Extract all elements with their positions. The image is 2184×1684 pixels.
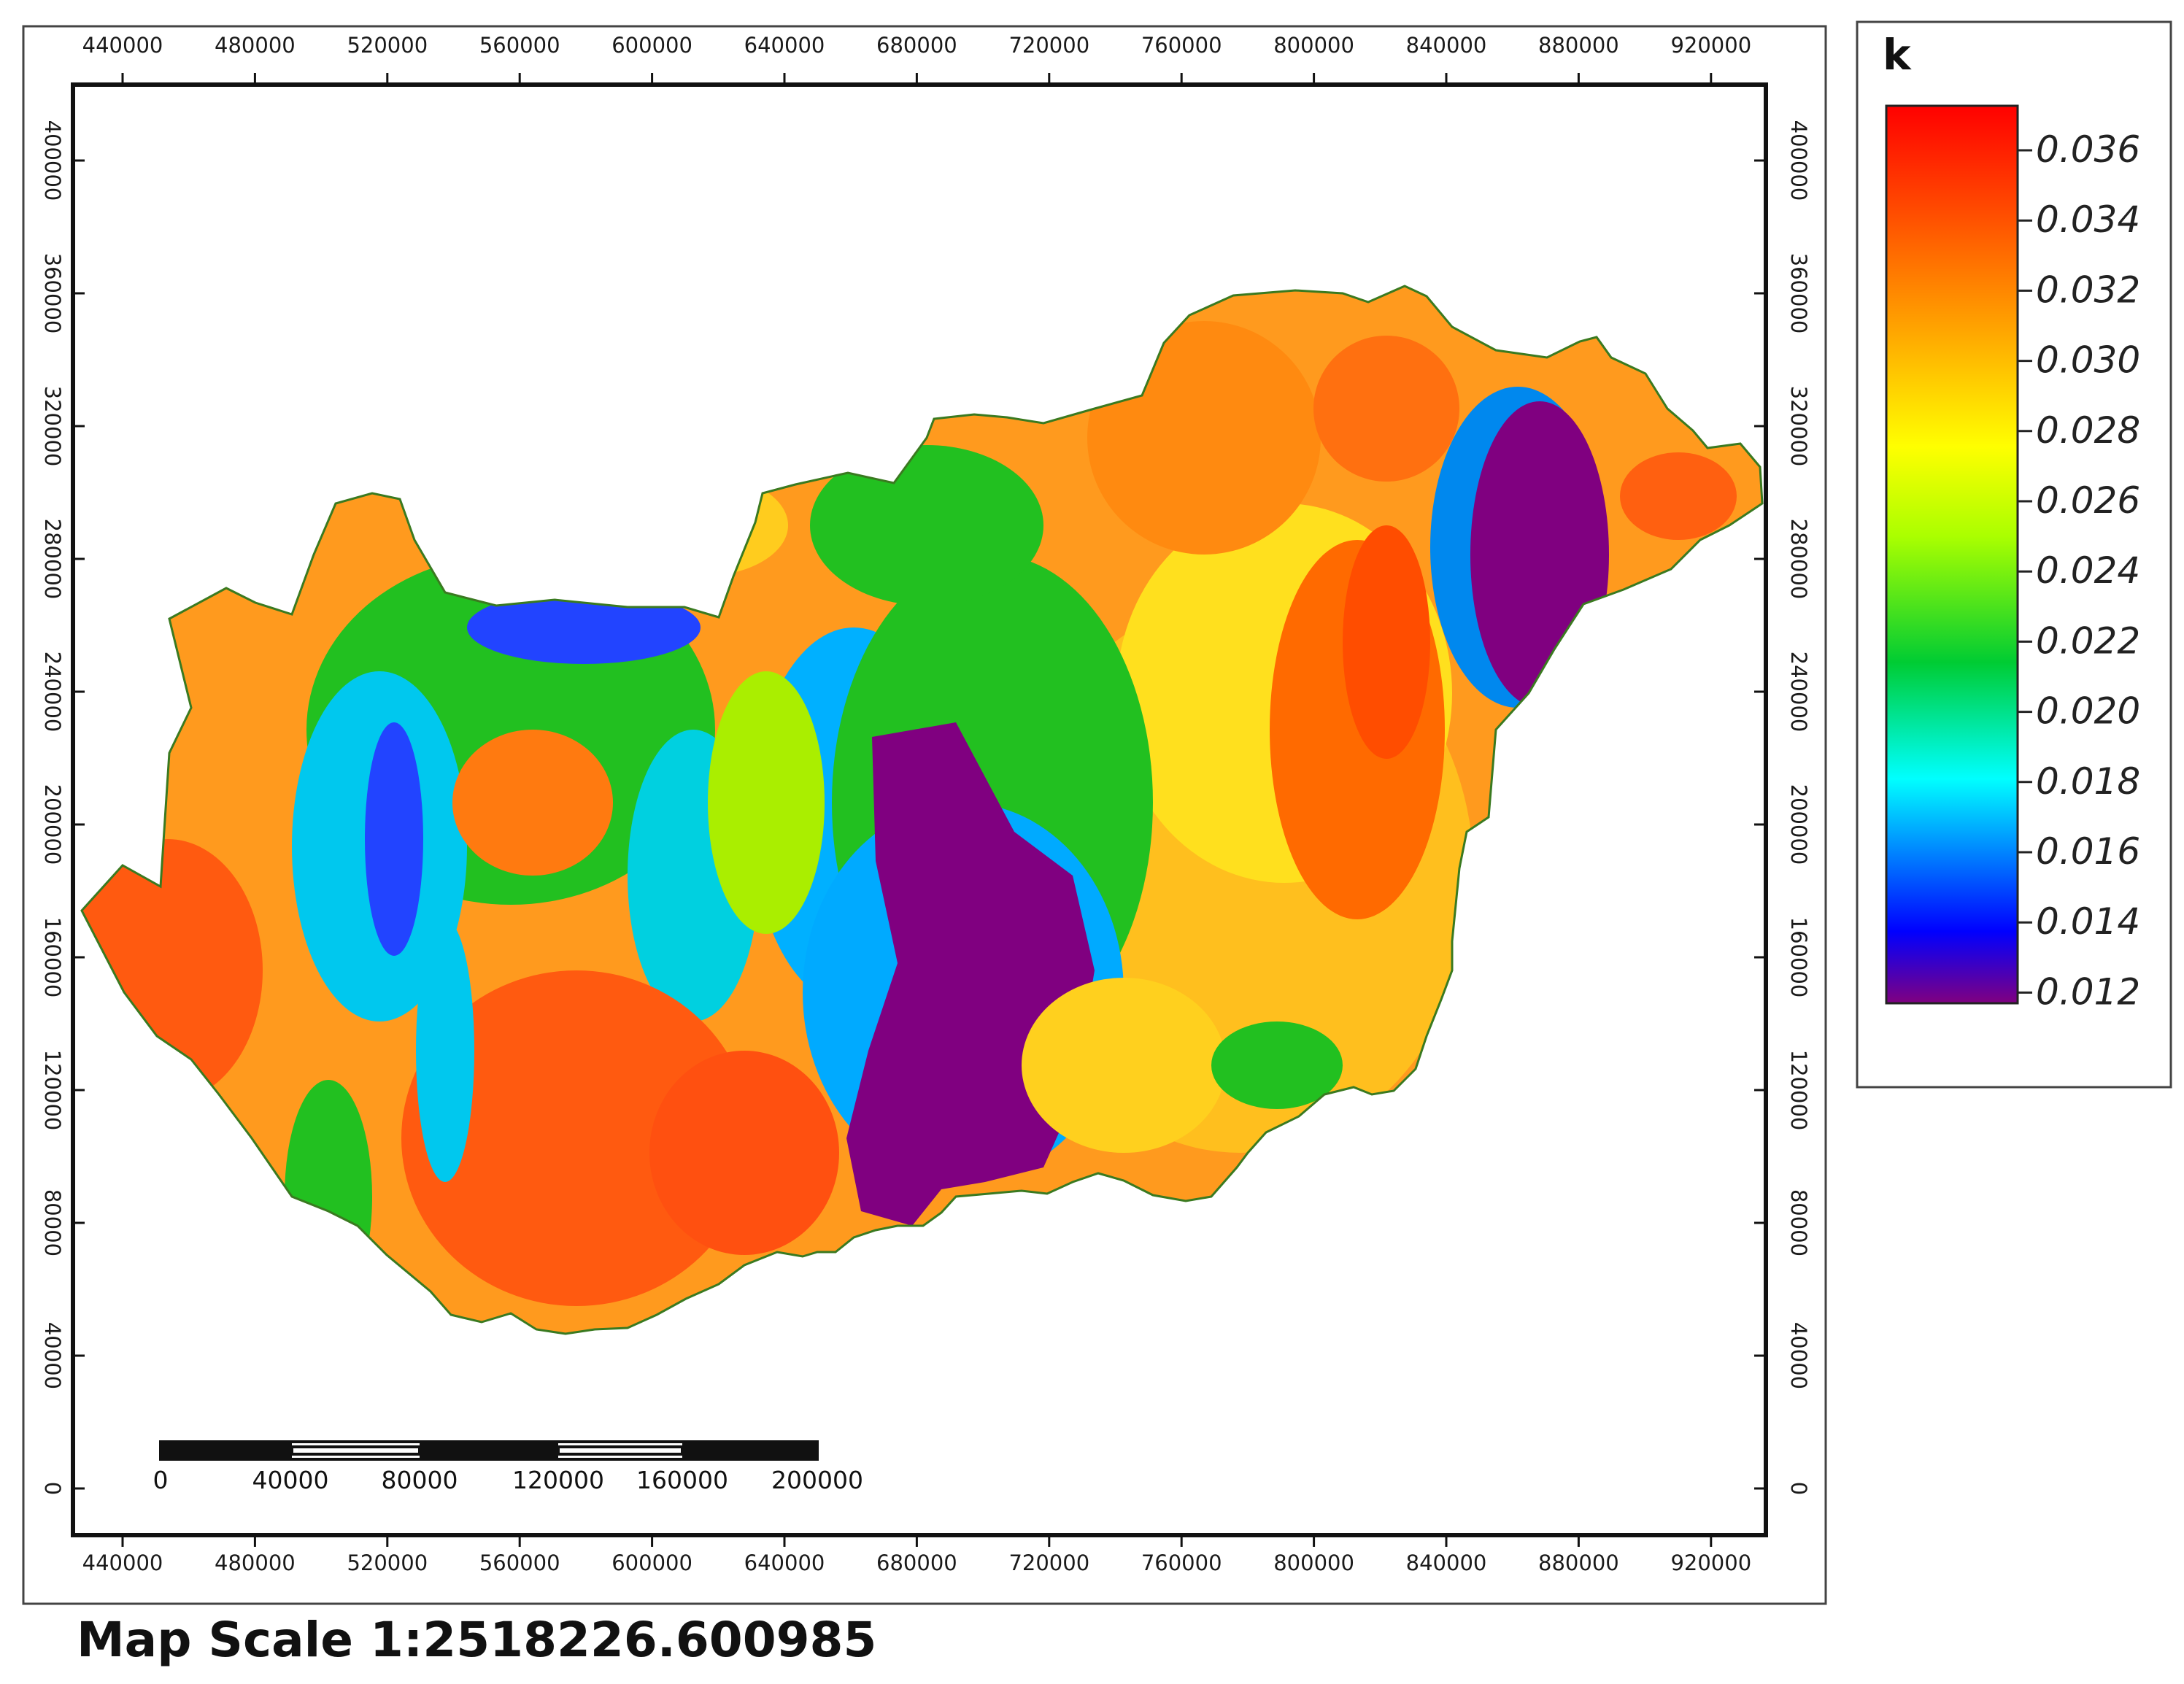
y-tick-label: 200000 xyxy=(40,784,65,865)
x-tick-label: 880000 xyxy=(1538,33,1619,58)
y-tick-label: 160000 xyxy=(40,917,65,998)
x-tick-label: 600000 xyxy=(611,1550,692,1575)
x-tick-label: 880000 xyxy=(1538,1550,1619,1575)
x-tick-label: 720000 xyxy=(1008,33,1089,58)
scale-bar-segment xyxy=(420,1442,558,1459)
x-tick-label: 600000 xyxy=(611,33,692,58)
y-axis-left: 0 40000 80000 120000 160000 200000 240000 28000… xyxy=(40,120,85,1495)
y-tick-label: 200000 xyxy=(1786,784,1811,865)
legend-labels: 0.036 0.034 0.032 0.030 0.028 0.026 0.024 0.022… xyxy=(2018,128,2140,1013)
y-tick-label: 320000 xyxy=(40,386,65,467)
y-tick-label: 40000 xyxy=(40,1322,65,1389)
y-tick-label: 280000 xyxy=(40,519,65,600)
legend-label: 0.014 xyxy=(2036,900,2140,943)
y-axis-right: 0 40000 80000 120000 160000 200000 240000 28000… xyxy=(1754,120,1811,1495)
y-tick-label: 240000 xyxy=(40,652,65,733)
y-tick-label: 120000 xyxy=(1786,1050,1811,1131)
legend-label: 0.022 xyxy=(2036,619,2140,662)
x-axis-top: 440000 480000 520000 560000 600000 640000 6800… xyxy=(82,33,1751,85)
y-tick-label: 360000 xyxy=(1786,253,1811,334)
x-axis-bottom: 440000 480000 520000 560000 600000 640000 6800… xyxy=(82,1535,1751,1575)
x-tick-label: 920000 xyxy=(1670,33,1751,58)
legend-label: 0.012 xyxy=(2036,970,2140,1013)
legend-label: 0.026 xyxy=(2036,479,2140,522)
scale-bar-segment xyxy=(161,1442,292,1459)
x-tick-label: 840000 xyxy=(1406,33,1487,58)
scale-bar-label: 120000 xyxy=(512,1466,604,1494)
scale-bar-outline xyxy=(159,1440,819,1461)
x-tick-label: 680000 xyxy=(876,1550,957,1575)
x-tick-label: 760000 xyxy=(1141,1550,1222,1575)
legend-label: 0.030 xyxy=(2036,339,2140,382)
x-tick-label: 480000 xyxy=(215,33,296,58)
x-tick-label: 640000 xyxy=(744,1550,825,1575)
scale-bar-labels: 0 40000 80000 120000 160000 200000 xyxy=(153,1466,863,1494)
y-tick-label: 360000 xyxy=(40,253,65,334)
scale-bar-label: 200000 xyxy=(771,1466,863,1494)
x-tick-label: 840000 xyxy=(1406,1550,1487,1575)
y-tick-label: 0 xyxy=(40,1482,65,1495)
x-tick-label: 520000 xyxy=(347,33,428,58)
legend: k 0.0360.0340.0320.0300.0280.0260.0240.0… xyxy=(1856,20,2172,1089)
legend-label: 0.028 xyxy=(2036,409,2140,452)
y-tick-label: 80000 xyxy=(1786,1189,1811,1256)
scale-bar: 0 40000 80000 120000 160000 200000 xyxy=(153,1440,863,1494)
y-tick-label: 400000 xyxy=(1786,120,1811,201)
legend-label: 0.020 xyxy=(2036,690,2140,733)
map-scale-text: Map Scale 1:2518226.600985 xyxy=(77,1612,876,1668)
legend-label: 0.024 xyxy=(2036,549,2140,592)
scale-bar-label: 0 xyxy=(153,1466,169,1494)
x-tick-label: 800000 xyxy=(1273,1550,1354,1575)
y-tick-label: 240000 xyxy=(1786,652,1811,733)
x-tick-label: 560000 xyxy=(479,1550,560,1575)
x-tick-label: 760000 xyxy=(1141,33,1222,58)
legend-label: 0.036 xyxy=(2036,128,2140,171)
scale-bar-label: 160000 xyxy=(636,1466,728,1494)
legend-label: 0.034 xyxy=(2036,198,2140,241)
scale-bar-label: 80000 xyxy=(382,1466,458,1494)
x-tick-label: 800000 xyxy=(1273,33,1354,58)
y-tick-label: 80000 xyxy=(40,1189,65,1256)
hungary-raster-map xyxy=(80,285,1764,1335)
scale-bar-segment xyxy=(682,1442,817,1459)
legend-label: 0.032 xyxy=(2036,269,2140,311)
scale-bar-segment xyxy=(290,1445,421,1456)
legend-title: k xyxy=(1883,30,1912,80)
x-tick-label: 440000 xyxy=(82,1550,163,1575)
x-tick-label: 440000 xyxy=(82,33,163,58)
x-tick-label: 520000 xyxy=(347,1550,428,1575)
x-tick-label: 640000 xyxy=(744,33,825,58)
scale-bar-segment xyxy=(557,1445,684,1456)
y-tick-label: 280000 xyxy=(1786,519,1811,600)
y-tick-label: 160000 xyxy=(1786,917,1811,998)
x-tick-label: 680000 xyxy=(876,33,957,58)
y-tick-label: 40000 xyxy=(1786,1322,1811,1389)
x-tick-label: 560000 xyxy=(479,33,560,58)
legend-colorbar xyxy=(1885,104,2019,1005)
x-tick-label: 920000 xyxy=(1670,1550,1751,1575)
legend-label: 0.016 xyxy=(2036,830,2140,873)
y-tick-label: 120000 xyxy=(40,1050,65,1131)
x-tick-label: 720000 xyxy=(1008,1550,1089,1575)
y-tick-label: 0 xyxy=(1786,1482,1811,1495)
x-tick-label: 480000 xyxy=(215,1550,296,1575)
y-tick-label: 400000 xyxy=(40,120,65,201)
scale-bar-label: 40000 xyxy=(252,1466,329,1494)
legend-label: 0.018 xyxy=(2036,760,2140,803)
y-tick-label: 320000 xyxy=(1786,386,1811,467)
